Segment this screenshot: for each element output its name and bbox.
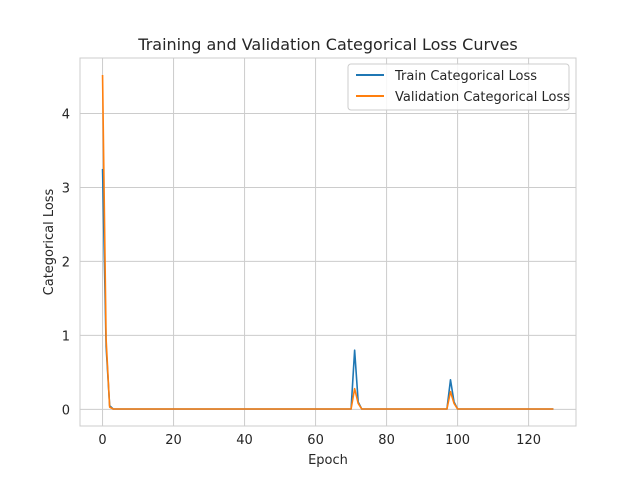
x-tick-label: 120 [516, 433, 541, 448]
y-axis-label: Categorical Loss [42, 188, 57, 295]
x-tick-label: 20 [165, 433, 182, 448]
series-lines [101, 74, 554, 410]
y-tick-label: 4 [62, 107, 70, 122]
y-tick-label: 1 [62, 329, 70, 344]
y-tick-label: 2 [62, 255, 70, 270]
y-tick-label: 0 [62, 403, 70, 418]
y-tick-labels: 0 1 2 3 4 [62, 107, 70, 418]
x-axis-label: Epoch [308, 453, 348, 468]
legend-box [347, 63, 570, 111]
x-tick-label: 100 [445, 433, 470, 448]
x-tick-label: 60 [307, 433, 324, 448]
x-tick-labels: 0 20 40 60 80 100 120 [98, 433, 541, 448]
y-tick-label: 3 [62, 181, 70, 196]
legend: Train Categorical Loss Validation Catego… [347, 63, 570, 111]
chart-title: Training and Validation Categorical Loss… [137, 35, 517, 54]
legend-label-validation: Validation Categorical Loss [395, 90, 570, 105]
legend-label-train: Train Categorical Loss [394, 69, 537, 84]
series-line-validation [101, 74, 554, 410]
x-tick-label: 0 [98, 433, 106, 448]
plot-frame [79, 57, 577, 427]
x-tick-label: 40 [236, 433, 253, 448]
x-tick-label: 80 [378, 433, 395, 448]
plot-background [80, 58, 576, 426]
